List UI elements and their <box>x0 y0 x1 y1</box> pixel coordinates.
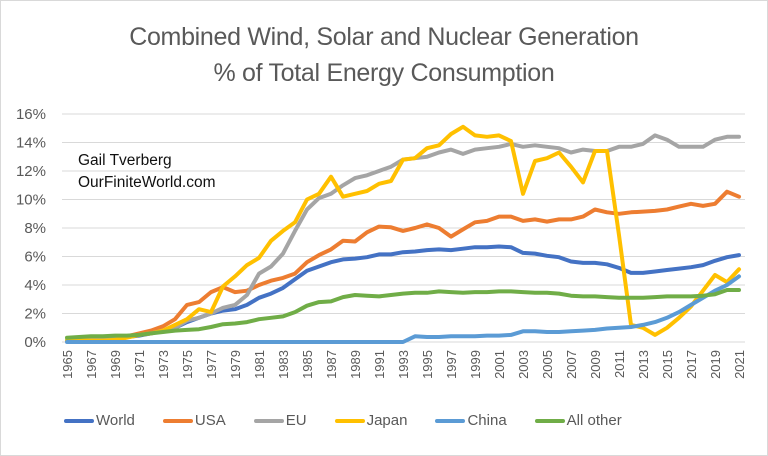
legend-swatch <box>534 418 565 423</box>
x-tick-label: 2021 <box>732 350 747 379</box>
series-line-usa <box>65 189 741 343</box>
legend-item-world: World <box>64 412 135 429</box>
x-tick-label: 1999 <box>468 350 483 379</box>
gridlines <box>62 113 745 343</box>
x-tick-label: 1979 <box>228 350 243 379</box>
legend-label: USA <box>194 412 226 429</box>
legend-label: Japan <box>366 412 408 429</box>
website-credit: OurFiniteWorld.com <box>78 174 216 191</box>
x-tick-label: 1993 <box>396 350 411 379</box>
x-tick-label: 1997 <box>444 350 459 379</box>
x-tick-label: 2013 <box>636 350 651 379</box>
legend-item-all-other: All other <box>534 412 622 429</box>
x-tick-label: 1975 <box>180 350 195 379</box>
y-tick-label: 2% <box>24 306 46 323</box>
y-axis-ticks: 0% 2% 4% 6% 8% 10% 12% 14% 16% <box>16 106 46 351</box>
y-tick-label: 8% <box>24 220 46 237</box>
legend-swatch <box>64 418 94 423</box>
x-tick-label: 2009 <box>588 350 603 379</box>
x-tick-label: 2015 <box>660 350 675 379</box>
legend-item-usa: USA <box>162 412 226 429</box>
x-tick-label: 1991 <box>372 350 387 379</box>
x-tick-label: 1965 <box>60 350 75 379</box>
legend-swatch <box>162 418 193 423</box>
y-tick-label: 6% <box>24 249 46 266</box>
legend-label: EU <box>285 412 307 429</box>
chart-title-line2: % of Total Energy Consumption <box>213 59 555 87</box>
x-tick-label: 1989 <box>348 350 363 379</box>
y-tick-label: 10% <box>16 192 46 209</box>
x-tick-label: 1981 <box>252 350 267 379</box>
x-tick-label: 2005 <box>540 350 555 379</box>
chart-title-line1: Combined Wind, Solar and Nuclear Generat… <box>129 23 639 51</box>
chart-legend: World USA EU Japan China All other <box>64 412 650 429</box>
series-lines <box>65 124 741 344</box>
x-tick-label: 2011 <box>612 350 627 378</box>
x-axis-ticks: 1965 1967 1969 1971 1973 1975 1977 1979 1981 1983… <box>60 350 747 379</box>
x-tick-label: 1987 <box>324 350 339 379</box>
legend-swatch <box>253 418 284 423</box>
x-tick-label: 1995 <box>420 350 435 379</box>
legend-swatch <box>334 418 365 423</box>
legend-item-japan: Japan <box>334 412 408 429</box>
series-line-china <box>65 274 741 344</box>
author-credit: Gail Tverberg <box>78 152 172 169</box>
x-tick-label: 1969 <box>108 350 123 379</box>
legend-item-eu: EU <box>253 412 307 429</box>
legend-item-china: China <box>435 412 507 429</box>
x-tick-label: 1967 <box>84 350 99 379</box>
x-tick-label: 2003 <box>516 350 531 379</box>
series-line-all-other <box>65 288 741 340</box>
x-tick-label: 1971 <box>132 350 147 379</box>
x-tick-label: 1985 <box>300 350 315 379</box>
x-tick-label: 1973 <box>156 350 171 379</box>
legend-label: China <box>467 412 507 429</box>
x-tick-label: 1977 <box>204 350 219 379</box>
y-tick-label: 0% <box>24 334 46 351</box>
x-tick-label: 2001 <box>492 350 507 379</box>
legend-label: All other <box>566 412 622 429</box>
y-tick-label: 16% <box>16 106 46 123</box>
series-line-japan <box>65 124 741 343</box>
y-tick-label: 14% <box>16 135 46 152</box>
x-tick-label: 2017 <box>684 350 699 379</box>
legend-swatch <box>435 418 466 423</box>
legend-label: World <box>96 412 135 429</box>
y-tick-label: 4% <box>24 277 46 294</box>
y-tick-label: 12% <box>16 163 46 180</box>
x-tick-label: 2007 <box>564 350 579 379</box>
x-tick-label: 1983 <box>276 350 291 379</box>
x-tick-label: 2019 <box>708 350 723 379</box>
